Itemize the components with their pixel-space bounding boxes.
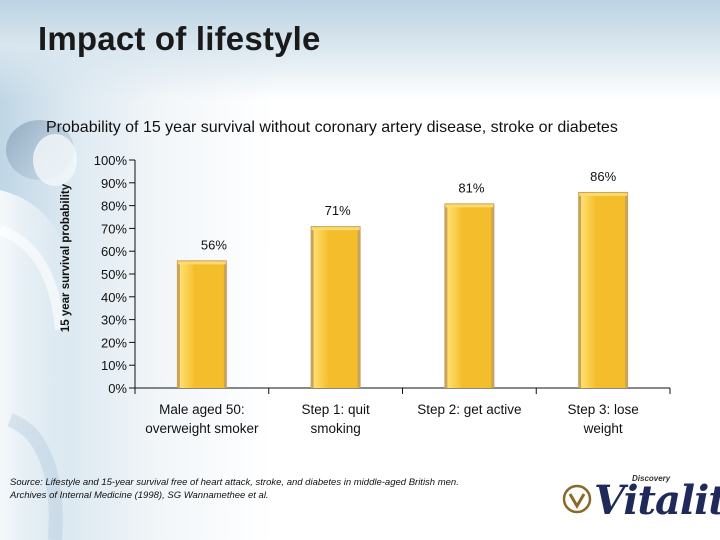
chart-subtitle: Probability of 15 year survival without … (46, 119, 618, 136)
category-label-line: Step 1: quit (301, 402, 370, 417)
logo-brand-text: Discovery (632, 474, 671, 483)
category-label: Male aged 50: overweight smoker (145, 402, 259, 436)
source-line-1: Source: Lifestyle and 15-year survival f… (10, 477, 459, 488)
category-label-line: Male aged 50: (159, 402, 245, 417)
bar (176, 260, 227, 388)
bar-fill (447, 206, 492, 388)
category-label-line: overweight smoker (145, 421, 259, 436)
y-tick-label: 40% (101, 290, 127, 305)
category-label-line: Step 2: get active (417, 402, 521, 417)
y-tick-label: 70% (101, 221, 127, 236)
y-axis: 0% 10% 20% 30% 40% 50% 60% 70% 80% 90% 100% (94, 153, 136, 396)
y-tick-label: 0% (108, 381, 127, 396)
category-label-line: Step 3: lose (567, 402, 638, 417)
slide-title: Impact of lifestyle (38, 20, 321, 57)
bar-fill (179, 263, 224, 388)
category-label-line: smoking (310, 421, 360, 436)
bar (310, 226, 361, 388)
vitality-emblem-icon (562, 484, 592, 514)
bar-top-highlight (579, 192, 628, 196)
bar-top-highlight (445, 204, 494, 208)
bar (444, 203, 495, 388)
category-label: Step 1: quit smoking (301, 402, 370, 436)
bar (578, 191, 629, 388)
y-tick-label: 80% (101, 199, 127, 214)
bar-top-highlight (177, 261, 226, 265)
data-labels: 56% 71% 81% 86% (201, 169, 617, 252)
y-tick-label: 50% (101, 267, 127, 282)
category-label: Step 2: get active (417, 402, 521, 417)
bar-fill (581, 194, 626, 388)
bar-top-highlight (311, 227, 360, 231)
bar-fill (313, 229, 358, 388)
y-tick-label: 100% (94, 153, 128, 168)
background-top-band (0, 0, 720, 100)
bars (176, 191, 629, 388)
data-label: 56% (201, 237, 227, 252)
category-label-line: weight (583, 421, 623, 436)
logo-wordmark: Vitality (594, 477, 720, 524)
data-label: 71% (325, 203, 351, 218)
y-tick-label: 20% (101, 335, 127, 350)
source-line-2: Archives of Internal Medicine (1998), SG… (10, 490, 269, 501)
vitality-logo: Discovery Vitality (560, 474, 720, 534)
data-label: 86% (590, 169, 616, 184)
x-axis (134, 387, 671, 394)
y-tick-label: 30% (101, 313, 127, 328)
category-label: Step 3: lose weight (567, 402, 638, 436)
category-labels: Male aged 50: overweight smoker Step 1: qu… (145, 402, 639, 436)
y-tick-label: 90% (101, 176, 127, 191)
y-tick-label: 60% (101, 244, 127, 259)
y-tick-label: 10% (101, 358, 127, 373)
data-label: 81% (458, 180, 484, 195)
source-citation: Source: Lifestyle and 15-year survival f… (10, 476, 459, 502)
